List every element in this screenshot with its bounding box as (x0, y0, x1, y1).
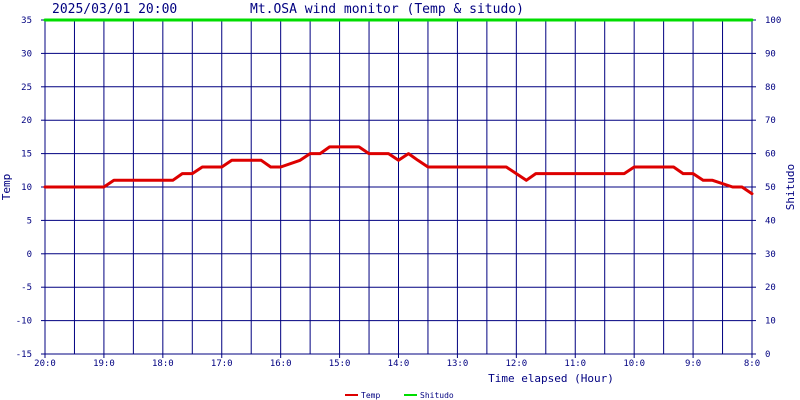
y2-tick-label: 80 (765, 83, 776, 93)
x-tick-label: 19:0 (93, 359, 115, 369)
y-tick-label: 0 (27, 250, 32, 260)
series-line-temp (43, 145, 754, 196)
y-tick-label: 35 (21, 16, 32, 26)
x-tick-label: 16:0 (270, 359, 292, 369)
x-tick-label: 13:0 (447, 359, 469, 369)
x-tick-label: 8:0 (744, 359, 760, 369)
x-tick-label: 18:0 (152, 359, 174, 369)
y-tick-label: 10 (21, 183, 32, 193)
y2-tick-label: 30 (765, 250, 776, 260)
y-tick-label: -15 (16, 350, 32, 360)
x-tick-label: 17:0 (211, 359, 233, 369)
x-axis-label: Time elapsed (Hour) (488, 372, 614, 385)
y-tick-label: 5 (27, 216, 32, 226)
x-tick-label: 14:0 (388, 359, 410, 369)
y-tick-label: -5 (21, 283, 32, 293)
y2-tick-label: 60 (765, 150, 776, 160)
y2-tick-label: 20 (765, 283, 776, 293)
y-tick-label: 25 (21, 83, 32, 93)
y-tick-label: 20 (21, 116, 32, 126)
y-axis-label: Temp (0, 174, 13, 201)
y2-axis-label: Shitudo (784, 164, 797, 210)
y2-tick-label: 100 (765, 16, 781, 26)
chart-title: Mt.OSA wind monitor (Temp & situdo) (250, 2, 524, 17)
y-tick-label: 30 (21, 49, 32, 59)
y2-tick-label: 40 (765, 216, 776, 226)
y-tick-label: 15 (21, 150, 32, 160)
x-tick-label: 10:0 (623, 359, 645, 369)
x-tick-label: 11:0 (564, 359, 586, 369)
legend-shitudo-label: Shitudo (420, 391, 454, 400)
legend: Temp Shitudo (345, 391, 454, 400)
plot-area: 35302520151050-5-10-15100908070605040302… (16, 16, 782, 369)
legend-temp-label: Temp (361, 391, 380, 400)
y2-tick-label: 10 (765, 317, 776, 327)
y2-tick-label: 90 (765, 49, 776, 59)
x-tick-label: 20:0 (34, 359, 56, 369)
y2-tick-label: 0 (765, 350, 770, 360)
x-tick-label: 12:0 (505, 359, 527, 369)
header-datetime: 2025/03/01 20:00 (52, 2, 177, 17)
y2-tick-label: 50 (765, 183, 776, 193)
y-tick-label: -10 (16, 317, 32, 327)
x-tick-label: 9:0 (685, 359, 701, 369)
y2-tick-label: 70 (765, 116, 776, 126)
x-tick-label: 15:0 (329, 359, 351, 369)
